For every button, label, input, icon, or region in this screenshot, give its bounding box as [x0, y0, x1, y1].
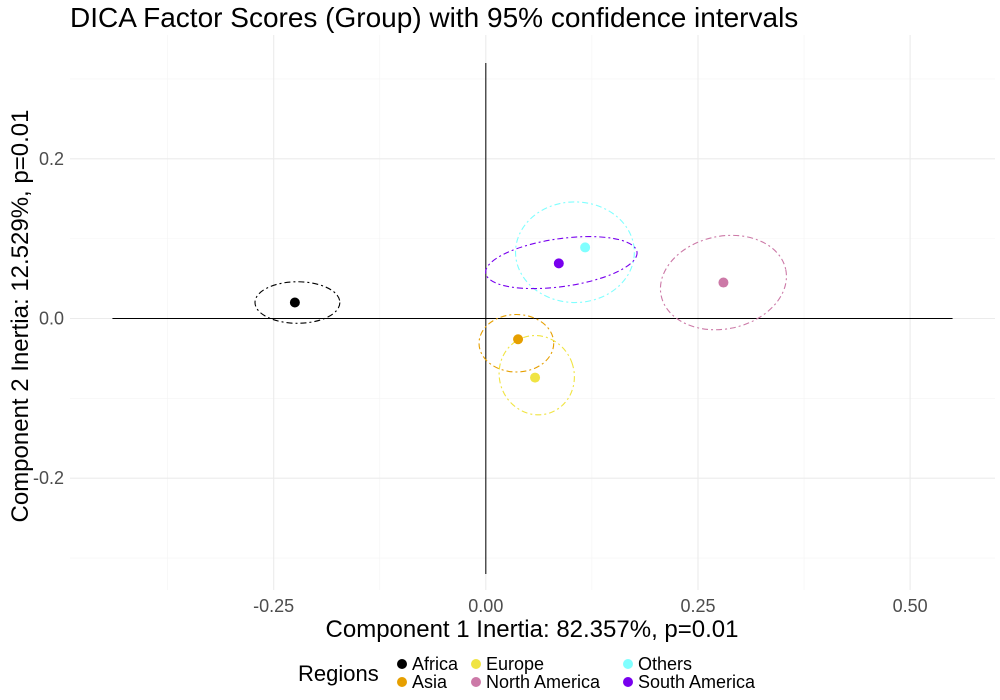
legend-key-north-america — [471, 677, 481, 687]
axis-ticks: -0.25 0.00 0.25 0.50 -0.2 0.0 0.2 — [33, 149, 928, 616]
x-tick-label: -0.25 — [253, 596, 294, 616]
legend-item-europe: Europe — [471, 654, 544, 674]
y-axis-title: Component 2 Inertia: 12.529%, p=0.01 — [7, 110, 34, 523]
legend-key-europe — [471, 659, 481, 669]
legend-item-others: Others — [623, 654, 692, 674]
legend-label-others: Others — [638, 654, 692, 674]
chart-title: DICA Factor Scores (Group) with 95% conf… — [70, 2, 798, 33]
x-tick-label: 0.50 — [893, 596, 928, 616]
legend-item-asia: Asia — [397, 672, 448, 692]
confidence-ellipse-south-america — [485, 236, 638, 290]
legend-label-asia: Asia — [412, 672, 448, 692]
legend-key-south-america — [623, 677, 633, 687]
legend-item-north-america: North America — [471, 672, 601, 692]
x-tick-label: 0.25 — [680, 596, 715, 616]
x-axis-title: Component 1 Inertia: 82.357%, p=0.01 — [326, 616, 739, 643]
point-others — [580, 242, 591, 253]
y-tick-label: 0.0 — [39, 308, 64, 328]
confidence-ellipse-europe — [498, 335, 575, 416]
legend-label-north-america: North America — [486, 672, 601, 692]
confidence-ellipses — [254, 201, 787, 416]
legend-item-africa: Africa — [397, 654, 459, 674]
legend-label-europe: Europe — [486, 654, 544, 674]
legend-key-others — [623, 659, 633, 669]
point-asia — [513, 334, 524, 345]
x-tick-label: 0.00 — [468, 596, 503, 616]
point-europe — [530, 372, 541, 383]
legend-item-south-america: South America — [623, 672, 756, 692]
y-tick-label: 0.2 — [39, 149, 64, 169]
grid-lines — [70, 35, 995, 590]
legend-key-asia — [397, 677, 407, 687]
origin-lines — [112, 62, 953, 575]
confidence-ellipse-asia — [478, 313, 555, 373]
legend-label-south-america: South America — [638, 672, 756, 692]
point-africa — [289, 297, 300, 308]
point-north-america — [718, 277, 729, 288]
legend-title: Regions — [298, 661, 379, 686]
legend-label-africa: Africa — [412, 654, 459, 674]
confidence-ellipse-others — [514, 201, 635, 304]
point-south-america — [553, 258, 564, 269]
y-tick-label: -0.2 — [33, 468, 64, 488]
confidence-ellipse-africa — [254, 281, 341, 324]
factor-score-points — [289, 242, 729, 383]
legend-key-africa — [397, 659, 407, 669]
confidence-ellipse-north-america — [659, 234, 787, 331]
